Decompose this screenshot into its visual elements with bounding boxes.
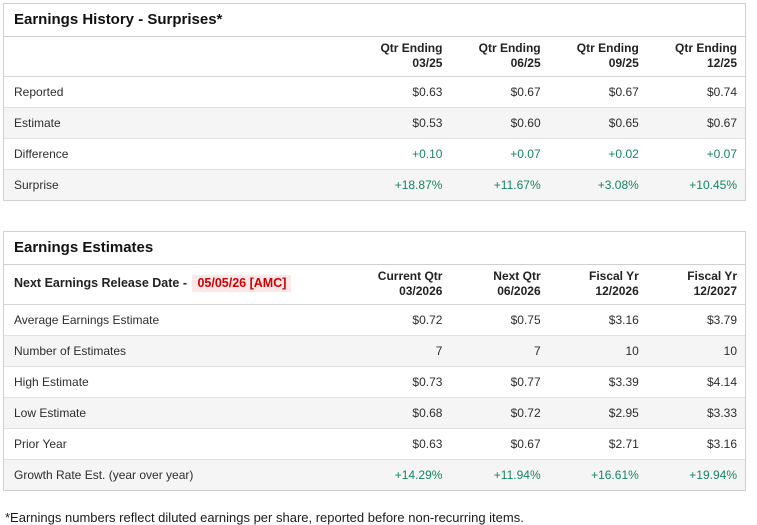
- cell-value: $0.77: [450, 366, 549, 398]
- earnings-estimates-header-row: Next Earnings Release Date - 05/05/26 [A…: [4, 265, 745, 305]
- cell-value: $2.71: [548, 428, 647, 460]
- cell-value: +11.94%: [493, 468, 541, 482]
- cell-value: $4.14: [646, 366, 745, 398]
- earnings-history-title: Earnings History - Surprises*: [4, 4, 745, 37]
- cell-value: $3.33: [646, 397, 745, 429]
- column-header-qtr-1225: Qtr Ending 12/25: [646, 37, 745, 77]
- cell-value: $0.72: [450, 397, 549, 429]
- column-header-fiscal-yr-2026: Fiscal Yr 12/2026: [548, 265, 647, 305]
- earnings-history-table: Qtr Ending 03/25 Qtr Ending 06/25 Qtr En…: [4, 37, 745, 200]
- column-header-current-qtr: Current Qtr 03/2026: [352, 265, 451, 305]
- table-row-reported: Reported $0.63 $0.67 $0.67 $0.74: [4, 76, 745, 108]
- table-row-difference: Difference +0.10 +0.07 +0.02 +0.07: [4, 138, 745, 170]
- earnings-history-header-row: Qtr Ending 03/25 Qtr Ending 06/25 Qtr En…: [4, 37, 745, 77]
- table-row-average-earnings-estimate: Average Earnings Estimate $0.72 $0.75 $3…: [4, 304, 745, 336]
- cell-value: $0.63: [352, 428, 451, 460]
- cell-value: 10: [646, 335, 745, 367]
- cell-value: $0.63: [352, 76, 451, 108]
- column-header-qtr-0625: Qtr Ending 06/25: [450, 37, 549, 77]
- row-label: Difference: [4, 138, 353, 170]
- cell-value: +11.67%: [493, 178, 541, 192]
- cell-value: $0.67: [548, 76, 647, 108]
- cell-value: $0.53: [352, 107, 451, 139]
- table-row-estimate: Estimate $0.53 $0.60 $0.65 $0.67: [4, 107, 745, 139]
- table-row-high-estimate: High Estimate $0.73 $0.77 $3.39 $4.14: [4, 366, 745, 398]
- cell-value: +0.02: [548, 138, 647, 170]
- row-label: Average Earnings Estimate: [4, 304, 353, 336]
- cell-value: +0.10: [352, 138, 451, 170]
- cell-value: +19.94%: [689, 468, 737, 482]
- row-label: Growth Rate Est. (year over year): [14, 468, 194, 482]
- cell-value: +0.07: [450, 138, 549, 170]
- column-header-qtr-0325: Qtr Ending 03/25: [352, 37, 451, 77]
- cell-value: $3.16: [646, 428, 745, 460]
- cell-value: +10.45%: [689, 178, 737, 192]
- table-row-number-of-estimates: Number of Estimates 7 7 10 10: [4, 335, 745, 367]
- row-label: Low Estimate: [4, 397, 353, 429]
- row-label: Surprise: [14, 178, 59, 192]
- row-label: Prior Year: [4, 428, 353, 460]
- cell-value: $3.79: [646, 304, 745, 336]
- cell-value: 7: [352, 335, 451, 367]
- earnings-footnote: *Earnings numbers reflect diluted earnin…: [5, 510, 524, 525]
- table-row-prior-year: Prior Year $0.63 $0.67 $2.71 $3.16: [4, 428, 745, 460]
- cell-value: $0.73: [352, 366, 451, 398]
- cell-value: $0.60: [450, 107, 549, 139]
- cell-value: $0.68: [352, 397, 451, 429]
- cell-value: 10: [548, 335, 647, 367]
- release-date-label: Next Earnings Release Date -: [14, 276, 191, 291]
- next-earnings-release-date: Next Earnings Release Date - 05/05/26 [A…: [4, 265, 353, 305]
- row-label: Number of Estimates: [4, 335, 353, 367]
- earnings-estimates-panel: Earnings Estimates Next Earnings Release…: [3, 231, 746, 491]
- cell-value: $3.16: [548, 304, 647, 336]
- cell-value: $0.67: [646, 107, 745, 139]
- empty-header-cell: [4, 37, 353, 77]
- earnings-report-page: Earnings History - Surprises* Qtr Ending…: [3, 3, 746, 525]
- table-row-surprise: Surprise +18.87% +11.67% +3.08% +10.45%: [4, 169, 745, 200]
- cell-value: +0.07: [646, 138, 745, 170]
- cell-value: $0.65: [548, 107, 647, 139]
- row-label: High Estimate: [4, 366, 353, 398]
- cell-value: +16.61%: [591, 468, 639, 482]
- cell-value: $0.67: [450, 428, 549, 460]
- cell-value: 7: [450, 335, 549, 367]
- cell-value: $0.72: [352, 304, 451, 336]
- cell-value: $3.39: [548, 366, 647, 398]
- cell-value: +18.87%: [394, 178, 443, 192]
- cell-value: +14.29%: [394, 468, 443, 482]
- cell-value: +3.08%: [597, 178, 639, 192]
- earnings-estimates-table: Next Earnings Release Date - 05/05/26 [A…: [4, 265, 745, 490]
- column-header-next-qtr: Next Qtr 06/2026: [450, 265, 549, 305]
- column-header-qtr-0925: Qtr Ending 09/25: [548, 37, 647, 77]
- table-row-growth-rate-est: Growth Rate Est. (year over year) +14.29…: [4, 459, 745, 490]
- cell-value: $0.75: [450, 304, 549, 336]
- row-label: Estimate: [4, 107, 353, 139]
- release-date-badge: 05/05/26 [AMC]: [192, 275, 292, 293]
- column-header-fiscal-yr-2027: Fiscal Yr 12/2027: [646, 265, 745, 305]
- cell-value: $2.95: [548, 397, 647, 429]
- earnings-history-panel: Earnings History - Surprises* Qtr Ending…: [3, 3, 746, 201]
- earnings-estimates-title: Earnings Estimates: [4, 232, 745, 265]
- table-row-low-estimate: Low Estimate $0.68 $0.72 $2.95 $3.33: [4, 397, 745, 429]
- row-label: Reported: [4, 76, 353, 108]
- cell-value: $0.67: [450, 76, 549, 108]
- cell-value: $0.74: [646, 76, 745, 108]
